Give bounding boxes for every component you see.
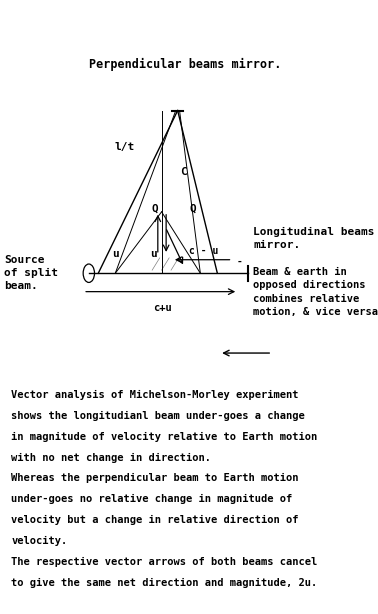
Text: u: u (112, 249, 119, 258)
Text: velocity but a change in relative direction of: velocity but a change in relative direct… (11, 515, 299, 525)
Text: in magnitude of velocity relative to Earth motion: in magnitude of velocity relative to Ear… (11, 432, 318, 441)
Text: Vector analysis of Michelson-Morley experiment: Vector analysis of Michelson-Morley expe… (11, 390, 299, 400)
Text: c+u: c+u (153, 303, 172, 313)
Text: Source
of split
beam.: Source of split beam. (4, 255, 58, 291)
Text: Perpendicular beams mirror.: Perpendicular beams mirror. (89, 58, 281, 71)
Text: Beam & earth in
opposed directions
combines relative
motion, & vice versa.: Beam & earth in opposed directions combi… (253, 267, 378, 317)
Text: Longitudinal beams
mirror.: Longitudinal beams mirror. (253, 227, 375, 251)
Text: c - u: c - u (189, 246, 218, 256)
Text: The respective vector arrows of both beams cancel: The respective vector arrows of both bea… (11, 557, 318, 567)
Text: Q: Q (152, 204, 158, 214)
Text: Whereas the perpendicular beam to Earth motion: Whereas the perpendicular beam to Earth … (11, 473, 299, 483)
Text: -: - (237, 257, 243, 267)
Text: with no net change in direction.: with no net change in direction. (11, 453, 211, 462)
Text: under-goes no relative change in magnitude of: under-goes no relative change in magnitu… (11, 494, 293, 504)
Text: velocity.: velocity. (11, 536, 68, 546)
Text: C: C (180, 167, 187, 177)
Text: to give the same net direction and magnitude, 2u.: to give the same net direction and magni… (11, 578, 318, 588)
Text: l/t: l/t (115, 142, 135, 152)
Text: Q: Q (189, 204, 196, 214)
Text: u: u (150, 249, 156, 258)
Text: shows the longitudianl beam under-goes a change: shows the longitudianl beam under-goes a… (11, 411, 305, 421)
